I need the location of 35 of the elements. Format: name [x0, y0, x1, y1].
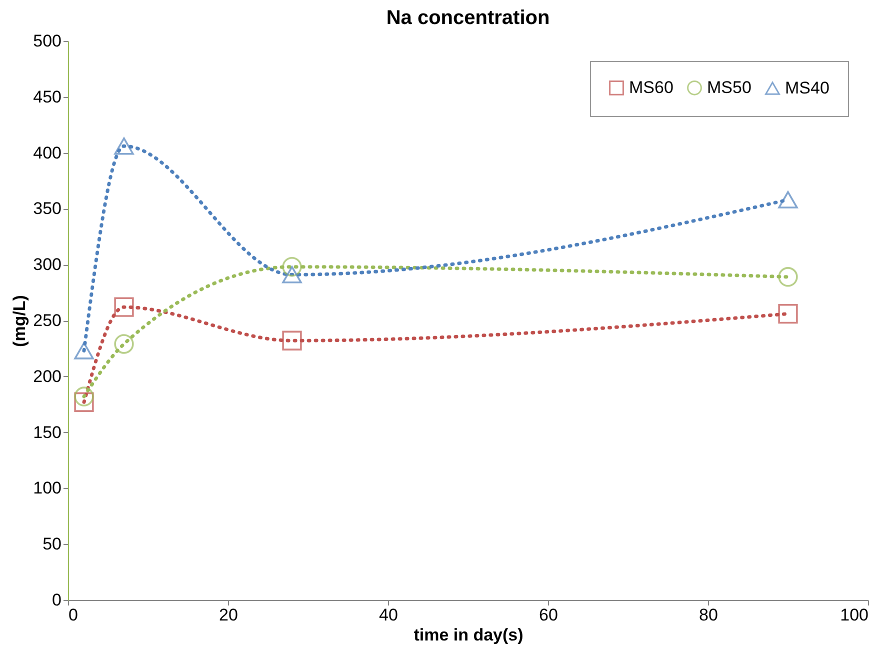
y-tick-label: 250: [33, 311, 62, 330]
x-tick-label: 60: [539, 606, 558, 624]
point: [114, 297, 134, 317]
point: [282, 330, 302, 350]
y-tick-label: 300: [33, 255, 62, 274]
x-tick-label: 100: [840, 606, 868, 624]
point: [114, 137, 134, 155]
x-tick-label: 0: [68, 606, 78, 624]
y-tick-label: 50: [42, 534, 62, 554]
chart-title: Na concentration: [386, 7, 550, 29]
legend-label: MS50: [707, 78, 752, 97]
point: [282, 266, 302, 284]
y-tick-label: 0: [52, 590, 62, 610]
legend-label: MS60: [629, 78, 674, 97]
y-tick-label: 150: [33, 422, 62, 442]
y-tick-label: 500: [33, 32, 62, 50]
y-axis-title: (mg/L): [10, 295, 30, 347]
point: [114, 334, 134, 354]
x-tick-label: 40: [379, 606, 398, 624]
point: [778, 191, 798, 208]
point: [282, 257, 302, 277]
y-tick-label: 100: [33, 478, 62, 498]
x-axis-title: time in day(s): [414, 626, 524, 644]
x-tick-label: 20: [219, 606, 238, 624]
y-tick-label: 350: [33, 199, 62, 218]
point: [74, 386, 94, 406]
point: [74, 392, 94, 412]
point: [778, 267, 798, 287]
y-tick-label: 200: [33, 366, 62, 386]
legend-label: MS40: [785, 78, 830, 98]
x-tick-label: 80: [699, 606, 718, 624]
point: [74, 342, 94, 360]
y-tick-label: 450: [33, 87, 62, 106]
point: [778, 304, 798, 324]
y-tick-label: 400: [33, 143, 62, 162]
